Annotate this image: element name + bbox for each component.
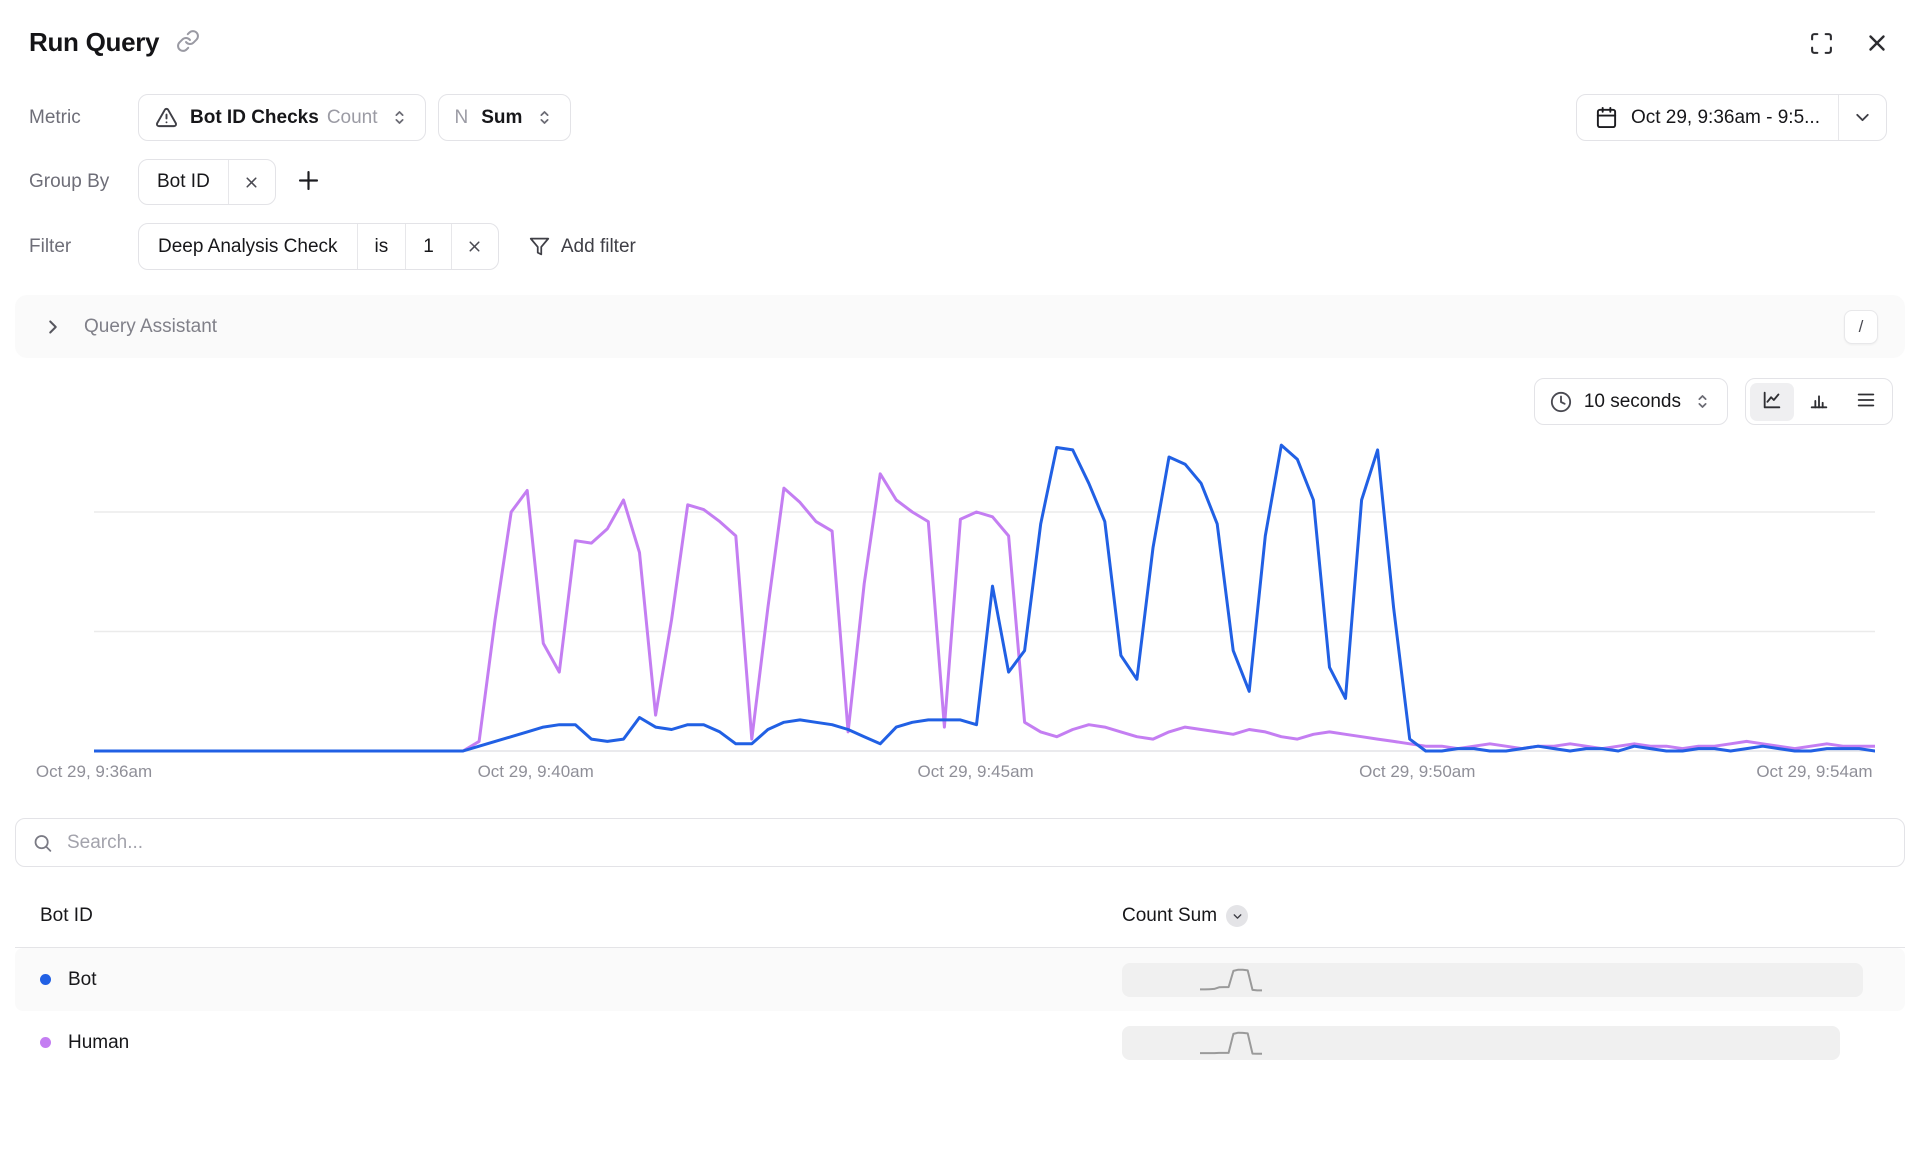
group-by-row: Group By Bot ID	[29, 159, 1887, 205]
timeseries-chart[interactable]: Oct 29, 9:36am Oct 29, 9:40am Oct 29, 9:45…	[36, 433, 1875, 784]
table-view-toggle[interactable]	[1844, 383, 1888, 421]
close-button[interactable]	[1864, 30, 1890, 59]
filter-funnel-icon	[529, 236, 550, 257]
link-icon[interactable]	[176, 29, 200, 58]
metric-row: Metric Bot ID Checks Count N Sum Oct 2	[29, 94, 1887, 141]
count-sum-label: Count Sum	[1122, 905, 1218, 926]
warning-icon	[155, 106, 178, 129]
metric-label: Metric	[29, 106, 81, 128]
filter-field[interactable]: Deep Analysis Check	[158, 235, 338, 257]
divider	[450, 224, 452, 269]
date-range-selector[interactable]: Oct 29, 9:36am - 9:5...	[1575, 94, 1887, 141]
metric-kind: Count	[326, 106, 378, 128]
line-chart-icon	[1761, 389, 1783, 414]
close-icon	[1864, 30, 1890, 59]
aggregation-selector[interactable]: N Sum	[437, 94, 572, 141]
row-label: Human	[68, 1031, 130, 1053]
plus-icon	[294, 166, 323, 198]
interval-selector[interactable]: 10 seconds	[1533, 378, 1728, 425]
series-color-dot	[40, 1037, 51, 1048]
updown-chevron-icon	[1693, 392, 1712, 411]
group-by-chip[interactable]: Bot ID	[138, 159, 276, 205]
query-assistant-bar[interactable]: Query Assistant /	[15, 295, 1905, 358]
x-tick-label: Oct 29, 9:50am	[1359, 762, 1476, 781]
chevron-right-icon	[42, 316, 64, 338]
sparkline	[1200, 968, 1262, 991]
add-group-by-button[interactable]	[294, 166, 323, 198]
column-header-bot-id[interactable]: Bot ID	[40, 905, 93, 926]
add-filter-label: Add filter	[560, 235, 636, 257]
date-range-value: Oct 29, 9:36am - 9:5...	[1630, 106, 1820, 128]
bar-chart-toggle[interactable]	[1797, 383, 1841, 421]
page-title: Run Query	[29, 26, 160, 57]
search-icon	[32, 832, 53, 853]
list-icon	[1855, 389, 1877, 414]
line-chart-toggle[interactable]	[1750, 382, 1794, 421]
metric-name: Bot ID Checks	[190, 106, 319, 128]
bar-chart-icon	[1808, 389, 1830, 414]
row-label: Bot	[68, 968, 97, 990]
clock-icon	[1550, 391, 1572, 413]
table-header: Bot ID Count Sum	[15, 867, 1905, 948]
table-row[interactable]: Bot	[15, 948, 1905, 1011]
aggregation-name: Sum	[481, 106, 523, 128]
divider	[356, 224, 358, 269]
sort-chevron-icon[interactable]	[1226, 905, 1249, 927]
slash-shortcut-key: /	[1844, 309, 1878, 344]
series-color-dot	[40, 974, 51, 985]
divider	[227, 160, 229, 204]
x-tick-label: Oct 29, 9:36am	[35, 762, 153, 781]
sparkline	[1200, 1031, 1262, 1055]
filter-row: Filter Deep Analysis Check is 1 Add filt…	[29, 223, 1887, 270]
search-input[interactable]	[15, 818, 1905, 867]
add-filter-button[interactable]: Add filter	[529, 236, 636, 258]
metric-selector[interactable]: Bot ID Checks Count	[138, 94, 426, 141]
remove-filter-icon[interactable]	[452, 224, 498, 269]
count-sum-bar	[1122, 1025, 1840, 1060]
modal-header: Run Query	[0, 0, 1920, 59]
column-header-count-sum[interactable]: Count Sum	[1122, 905, 1905, 927]
expand-button[interactable]	[1809, 31, 1834, 59]
group-by-chip-label: Bot ID	[157, 171, 210, 192]
search-bar	[15, 818, 1905, 867]
x-axis: Oct 29, 9:36am Oct 29, 9:40am Oct 29, 9:45…	[36, 762, 1875, 784]
maximize-icon	[1809, 31, 1834, 59]
interval-value: 10 seconds	[1583, 390, 1681, 412]
remove-group-by-icon[interactable]	[229, 160, 275, 204]
filter-operator[interactable]: is	[374, 235, 389, 257]
query-assistant-label: Query Assistant	[84, 315, 218, 337]
chevron-down-icon[interactable]	[1839, 95, 1886, 140]
metric-type-badge: N	[454, 106, 469, 128]
filter-value[interactable]: 1	[423, 235, 434, 257]
chart-type-switcher	[1745, 378, 1893, 425]
chart-controls: 10 seconds	[0, 378, 1893, 425]
x-tick-label: Oct 29, 9:54am	[1756, 762, 1873, 781]
filter-label: Filter	[29, 235, 72, 257]
updown-chevron-icon	[535, 108, 554, 127]
timeseries-svg	[94, 443, 1875, 753]
divider	[1838, 95, 1839, 140]
filter-condition-pill[interactable]: Deep Analysis Check is 1	[138, 223, 499, 270]
query-controls: Metric Bot ID Checks Count N Sum Oct 2	[0, 59, 1920, 270]
updown-chevron-icon	[390, 108, 409, 127]
results-table: Bot ID Count Sum Bot Human	[15, 867, 1905, 1074]
x-tick-label: Oct 29, 9:40am	[477, 762, 594, 781]
divider	[405, 224, 407, 269]
group-by-label: Group By	[29, 171, 110, 192]
count-sum-bar	[1122, 962, 1863, 997]
x-tick-label: Oct 29, 9:45am	[917, 762, 1034, 781]
calendar-icon	[1595, 106, 1618, 129]
table-row[interactable]: Human	[15, 1011, 1905, 1074]
